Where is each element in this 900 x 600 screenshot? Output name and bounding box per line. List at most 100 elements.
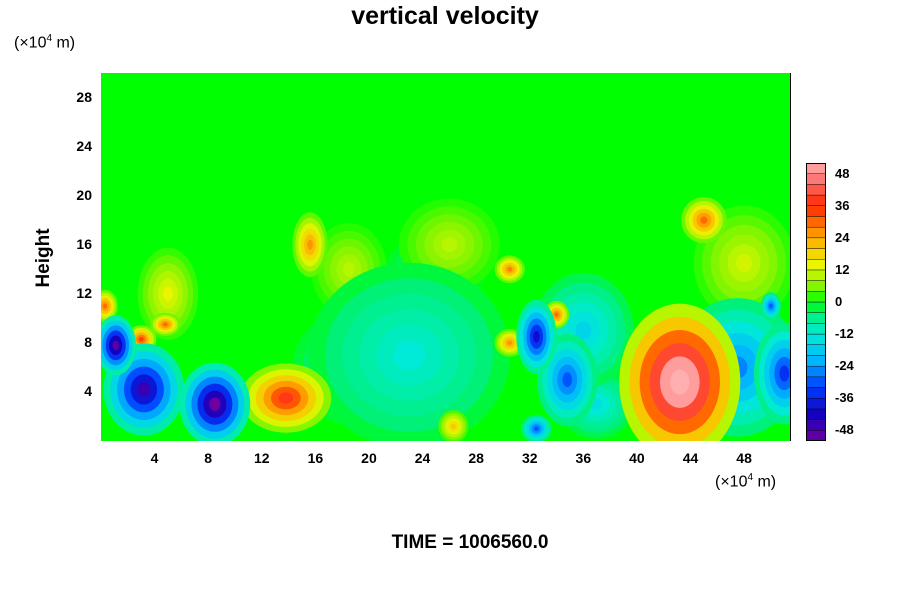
feature-downdraft-x51 [754, 322, 791, 425]
y-tick-label: 12 [76, 284, 92, 301]
x-tick-label: 28 [468, 450, 484, 466]
chart-title: vertical velocity [351, 2, 539, 30]
contour-band [575, 321, 592, 340]
contour-band [162, 322, 168, 327]
colorbar-tick-label: 48 [835, 165, 850, 181]
contour-band [209, 397, 221, 411]
contour-band [393, 340, 426, 370]
colorbar-swatch [806, 194, 826, 206]
colorbar-swatch [806, 398, 826, 410]
feature-downdraft-x1 [101, 315, 136, 376]
colorbar-swatch [806, 333, 826, 345]
contour-band [137, 382, 151, 397]
contour-band [507, 267, 513, 272]
feature-updraft-x14 [240, 363, 332, 433]
colorbar-tick-label: -24 [835, 358, 854, 374]
x-tick-label: 8 [204, 450, 213, 466]
colorbar-swatch [806, 387, 826, 399]
y-tick-label: 20 [76, 186, 92, 203]
feature-updraft-x0-11 [101, 289, 118, 323]
feature-downdraft-x32 [516, 299, 557, 374]
contour-band [507, 340, 513, 346]
contour-band [112, 340, 119, 351]
x-tick-label: 44 [682, 450, 699, 466]
x-tick-label: 36 [575, 450, 592, 466]
x-tick-label: 4 [150, 450, 159, 466]
feature-updraft-x31-14 [494, 255, 525, 284]
y-tick-label: 4 [84, 382, 92, 399]
x-tick-label: 24 [414, 450, 431, 466]
colorbar-swatch [806, 323, 826, 335]
colorbar-swatch [806, 408, 826, 420]
x-tick-label: 32 [521, 450, 538, 466]
contour-band [103, 303, 108, 309]
colorbar-swatch [806, 280, 826, 292]
y-unit-base: (×10 [14, 34, 47, 52]
colorbar-swatch [806, 344, 826, 356]
feature-updraft-x48-14 [693, 205, 791, 321]
colorbar-swatch [806, 184, 826, 196]
colorbar-tick-label: 12 [835, 261, 850, 277]
x-tick-label: 48 [736, 450, 752, 466]
colorbar-swatch [806, 365, 826, 378]
colorbar-swatch [806, 355, 826, 367]
y-tick-label: 8 [84, 333, 92, 350]
colorbar-swatch [806, 291, 826, 303]
feature-updraft-x5-9 [150, 312, 181, 337]
y-tick-label: 28 [76, 88, 92, 105]
feature-downdraft-x33-1 [521, 414, 552, 441]
contour-band [554, 312, 559, 317]
contour-band [307, 239, 313, 250]
contour-band [700, 216, 708, 224]
plot-area [101, 73, 791, 441]
contour-band [534, 426, 539, 431]
colorbar-swatch [806, 430, 826, 441]
contour-band [670, 369, 690, 395]
colorbar-tick-label: -12 [835, 326, 854, 342]
colorbar-swatch [806, 259, 826, 271]
x-unit-exponent: 4 [747, 472, 754, 483]
x-unit-tail: m) [753, 473, 777, 491]
colorbar-swatch [806, 312, 826, 324]
y-unit-exponent: 4 [46, 33, 53, 44]
y-tick-label: 24 [76, 137, 92, 154]
feature-downdraft-x50-11 [760, 292, 781, 320]
colorbar-swatch [806, 419, 826, 431]
contour-band [342, 261, 355, 277]
contour-band [769, 303, 773, 309]
colorbar-swatch [806, 301, 826, 313]
y-tick-label: 16 [76, 235, 92, 252]
colorbar-swatch [806, 173, 826, 185]
feature-updraft-x26-16 [398, 198, 500, 291]
contour-band [450, 423, 456, 429]
feature-updraft-core-x43 [619, 303, 741, 441]
feature-updraft-x26-1 [438, 410, 469, 441]
x-tick-label: 16 [307, 450, 324, 466]
contour-band [441, 237, 458, 253]
colorbar-swatch [806, 237, 826, 249]
feature-downdraft-x9 [179, 362, 251, 441]
contour-band [562, 372, 573, 388]
x-unit-base: (×10 [715, 473, 748, 491]
colorbar-swatch [806, 216, 826, 228]
colorbar-tick-label: -36 [835, 390, 854, 406]
contour-band [138, 336, 144, 342]
colorbar-frame [806, 163, 826, 441]
contour-band [278, 392, 294, 404]
colorbar-swatch [806, 269, 826, 281]
y-unit-tail: m) [52, 34, 76, 52]
contour-band [736, 253, 753, 273]
colorbar-swatch [806, 163, 826, 174]
feature-updraft-x45-18 [681, 197, 727, 244]
colorbar-swatch [806, 376, 826, 388]
x-tick-label: 12 [253, 450, 270, 466]
colorbar-tick-label: 24 [835, 229, 850, 245]
x-tick-label: 40 [629, 450, 645, 466]
feature-updraft-x5-11 [137, 247, 199, 341]
x-tick-label: 20 [361, 450, 377, 466]
colorbar-tick-label: -48 [835, 422, 854, 438]
contour-band [779, 365, 790, 382]
colorbar-swatch [806, 205, 826, 217]
feature-downdraft-x23-9 [308, 262, 511, 441]
colorbar-swatch [806, 248, 826, 260]
